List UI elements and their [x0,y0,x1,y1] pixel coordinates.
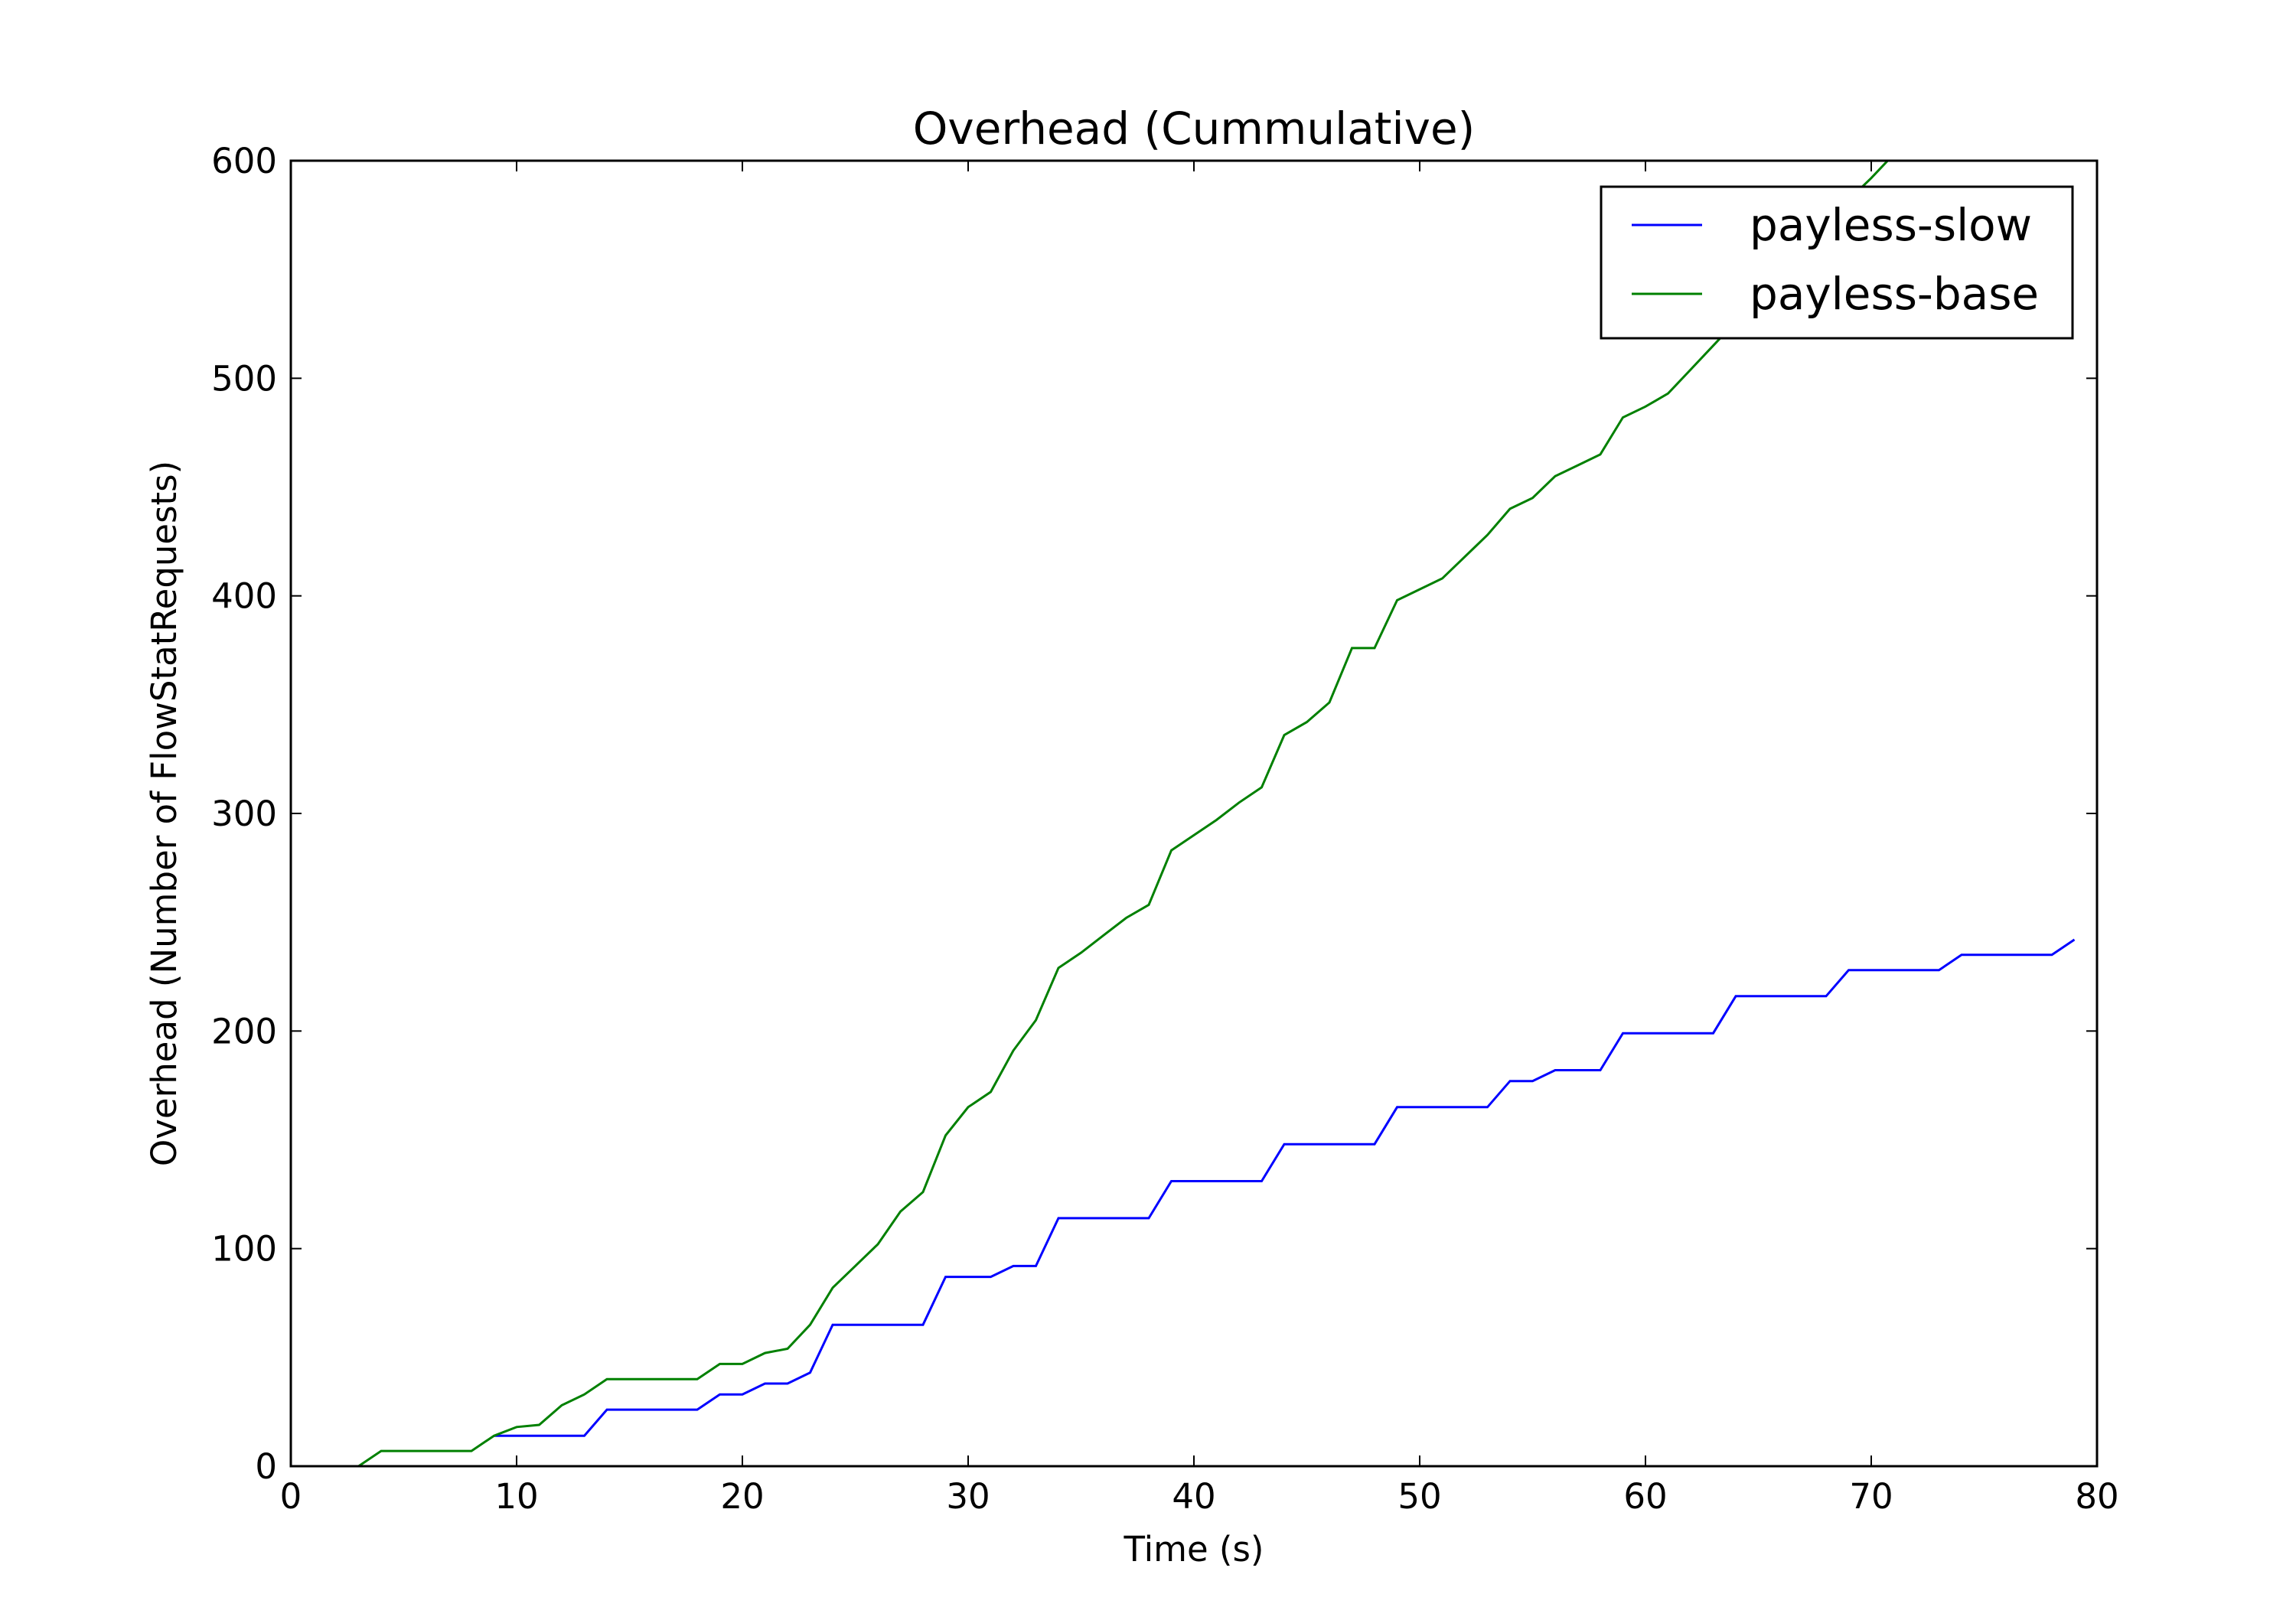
legend-label-payless-slow: payless-slow [1750,199,2032,251]
y-tick-label: 400 [211,576,277,617]
series-line-payless-slow [494,938,2076,1437]
x-tick-label: 60 [1623,1476,1667,1517]
x-tick-label: 80 [2075,1476,2118,1517]
y-tick-label: 500 [211,358,277,399]
x-tick-label: 10 [494,1476,538,1517]
chart-title: Overhead (Cummulative) [913,103,1476,155]
y-axis-label: Overhead (Number of FlowStatRequests) [144,461,184,1166]
x-tick-label: 40 [1172,1476,1215,1517]
legend-label-payless-base: payless-base [1750,268,2039,320]
x-tick-label: 20 [720,1476,764,1517]
plot-frame [289,159,2099,1468]
y-tick-label: 0 [255,1446,277,1487]
x-tick-label: 0 [280,1476,302,1517]
x-tick-label: 50 [1397,1476,1441,1517]
x-tick-label: 30 [946,1476,990,1517]
legend: payless-slow payless-base [1600,185,2074,340]
tick-layer: 0 10 20 30 40 50 60 70 80 0 100 200 300 400 500 600 [211,141,2119,1517]
x-tick-label: 70 [1849,1476,1893,1517]
y-tick-label: 200 [211,1011,277,1051]
y-tick-label: 100 [211,1229,277,1270]
series-layer [357,161,2076,1466]
y-tick-label: 600 [211,141,277,181]
y-tick-label: 300 [211,794,277,834]
series-line-payless-base [357,161,1890,1466]
x-axis-label: Time (s) [1124,1529,1264,1570]
legend-box [1600,185,2074,340]
